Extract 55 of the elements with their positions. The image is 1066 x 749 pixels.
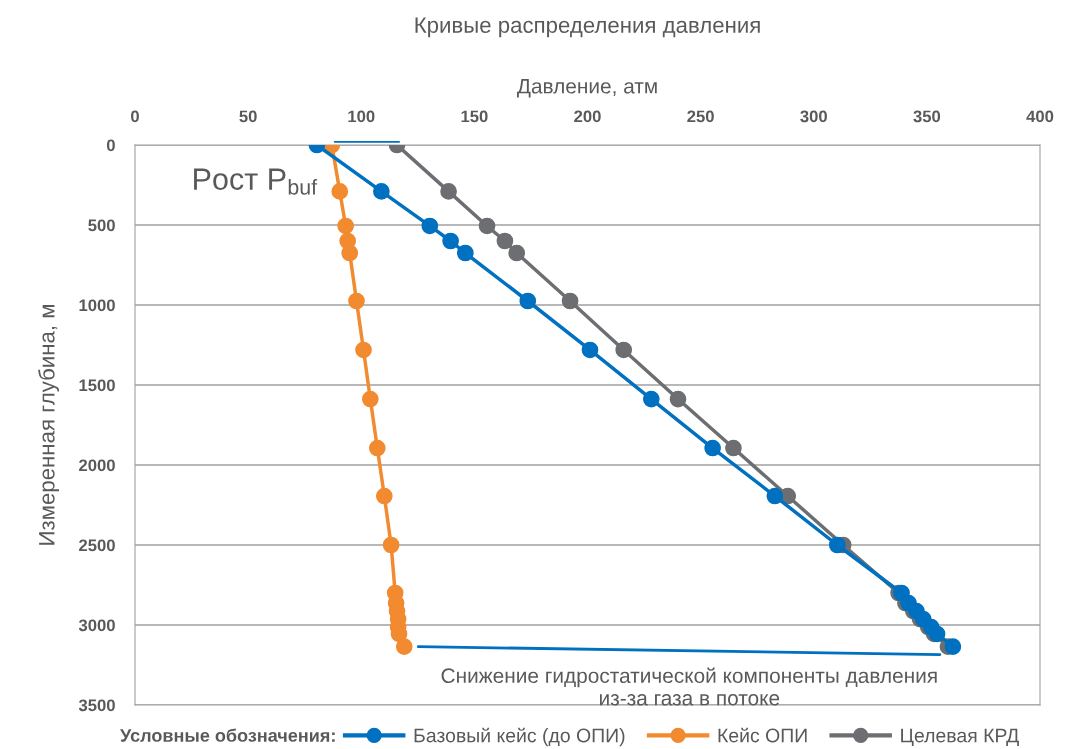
- x-tick-label: 350: [913, 110, 941, 123]
- point: [456, 244, 474, 262]
- x-tick-label: 150: [461, 110, 488, 123]
- point: [373, 183, 390, 200]
- point: [440, 183, 457, 200]
- annotation: Рост P$_{buf}$: [194, 168, 318, 195]
- y-tick-label: 3500: [78, 699, 115, 712]
- point: [395, 638, 413, 655]
- point: [519, 292, 537, 310]
- point: [355, 341, 372, 359]
- point: [496, 232, 514, 250]
- point: [375, 487, 393, 505]
- y-tick-label: 1000: [79, 299, 115, 312]
- point: [704, 439, 721, 457]
- legend-label: Базовый кейс (до ОПИ): [414, 727, 625, 747]
- point: [561, 292, 579, 310]
- y-tick-label: 2000: [79, 459, 115, 472]
- point: [725, 439, 742, 457]
- x-tick-label: 50: [239, 110, 257, 123]
- y-tick-label: 0: [106, 139, 115, 152]
- point: [478, 217, 496, 235]
- point: [766, 487, 784, 505]
- x-tick-label: 0: [131, 110, 139, 123]
- y-tick-label: 2500: [79, 539, 115, 552]
- x-axis-title: Давление, атм: [517, 79, 657, 98]
- x-tick-label: 400: [1026, 110, 1054, 123]
- point: [442, 232, 459, 250]
- point: [382, 536, 400, 554]
- x-tick-label: 250: [687, 110, 714, 123]
- point: [581, 341, 599, 359]
- point: [508, 244, 526, 262]
- point: [642, 390, 660, 408]
- chart-title: Кривые распределения давления: [415, 17, 760, 38]
- point: [944, 638, 962, 655]
- point: [368, 439, 386, 457]
- y-tick-label: 500: [88, 219, 115, 232]
- x-tick-label: 300: [800, 110, 827, 123]
- point: [331, 183, 349, 200]
- point: [615, 341, 633, 359]
- legend-label: Кейс ОПИ: [718, 727, 807, 743]
- annotation: Снижение гидростатической компоненты давления из-за газа в потоке: [441, 667, 937, 706]
- legend-title: Условные обозначения:: [120, 728, 335, 742]
- point: [828, 536, 846, 554]
- y-tick-label: 3000: [78, 619, 115, 632]
- y-tick-label: 1500: [79, 379, 115, 392]
- x-tick-label: 100: [348, 110, 375, 123]
- point: [341, 244, 359, 262]
- x-tick-label: 200: [574, 110, 601, 123]
- y-axis-title: Измеренная глубина, м: [38, 305, 60, 545]
- point: [421, 217, 439, 235]
- point: [348, 292, 365, 310]
- point: [361, 390, 379, 408]
- legend-label: Целевая КРД: [901, 728, 1019, 747]
- point: [337, 217, 354, 235]
- point: [669, 390, 687, 408]
